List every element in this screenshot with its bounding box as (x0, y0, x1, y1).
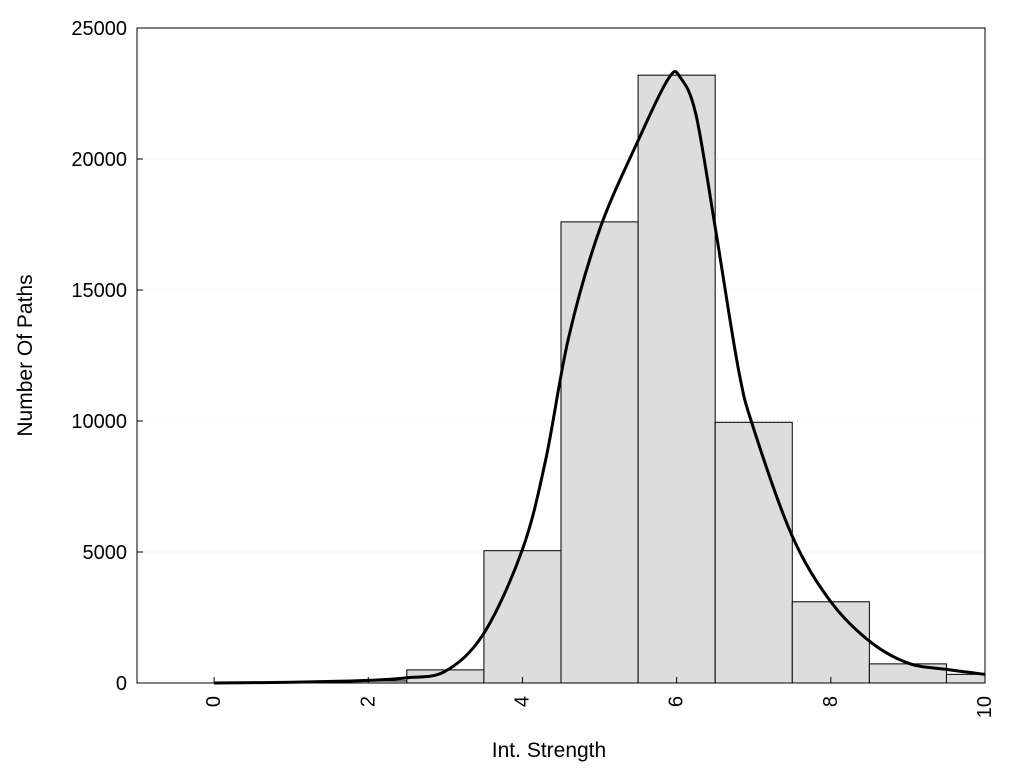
y-tick-label: 10000 (71, 411, 127, 433)
histogram-bar (483, 550, 562, 684)
y-tick-label: 0 (116, 673, 127, 695)
x-axis-ticks: 0 2 4 6 8 10 (203, 677, 996, 718)
y-axis-title: Number Of Paths (14, 274, 37, 436)
histogram-bar (637, 74, 716, 684)
histogram-bar (791, 601, 870, 684)
histogram-bars (252, 74, 986, 684)
y-tick-label: 5000 (83, 542, 128, 564)
y-axis-ticks: 0 5000 10000 15000 20000 25000 (71, 18, 143, 695)
x-tick-label: 6 (666, 696, 688, 707)
histogram-bar (714, 421, 793, 684)
y-tick-label: 15000 (71, 280, 127, 302)
x-tick-label: 2 (357, 696, 379, 707)
x-tick-label: 10 (974, 696, 996, 718)
y-tick-label: 25000 (71, 18, 127, 40)
plot-frame (136, 27, 986, 684)
histogram-bar (560, 221, 639, 684)
x-tick-label: 8 (820, 696, 842, 707)
x-tick-label: 0 (203, 696, 225, 707)
density-curve (214, 70, 986, 685)
histogram-bar (945, 673, 986, 684)
y-tick-label: 20000 (71, 149, 127, 171)
x-tick-label: 4 (511, 696, 533, 707)
x-axis-title: Int. Strength (492, 739, 606, 762)
